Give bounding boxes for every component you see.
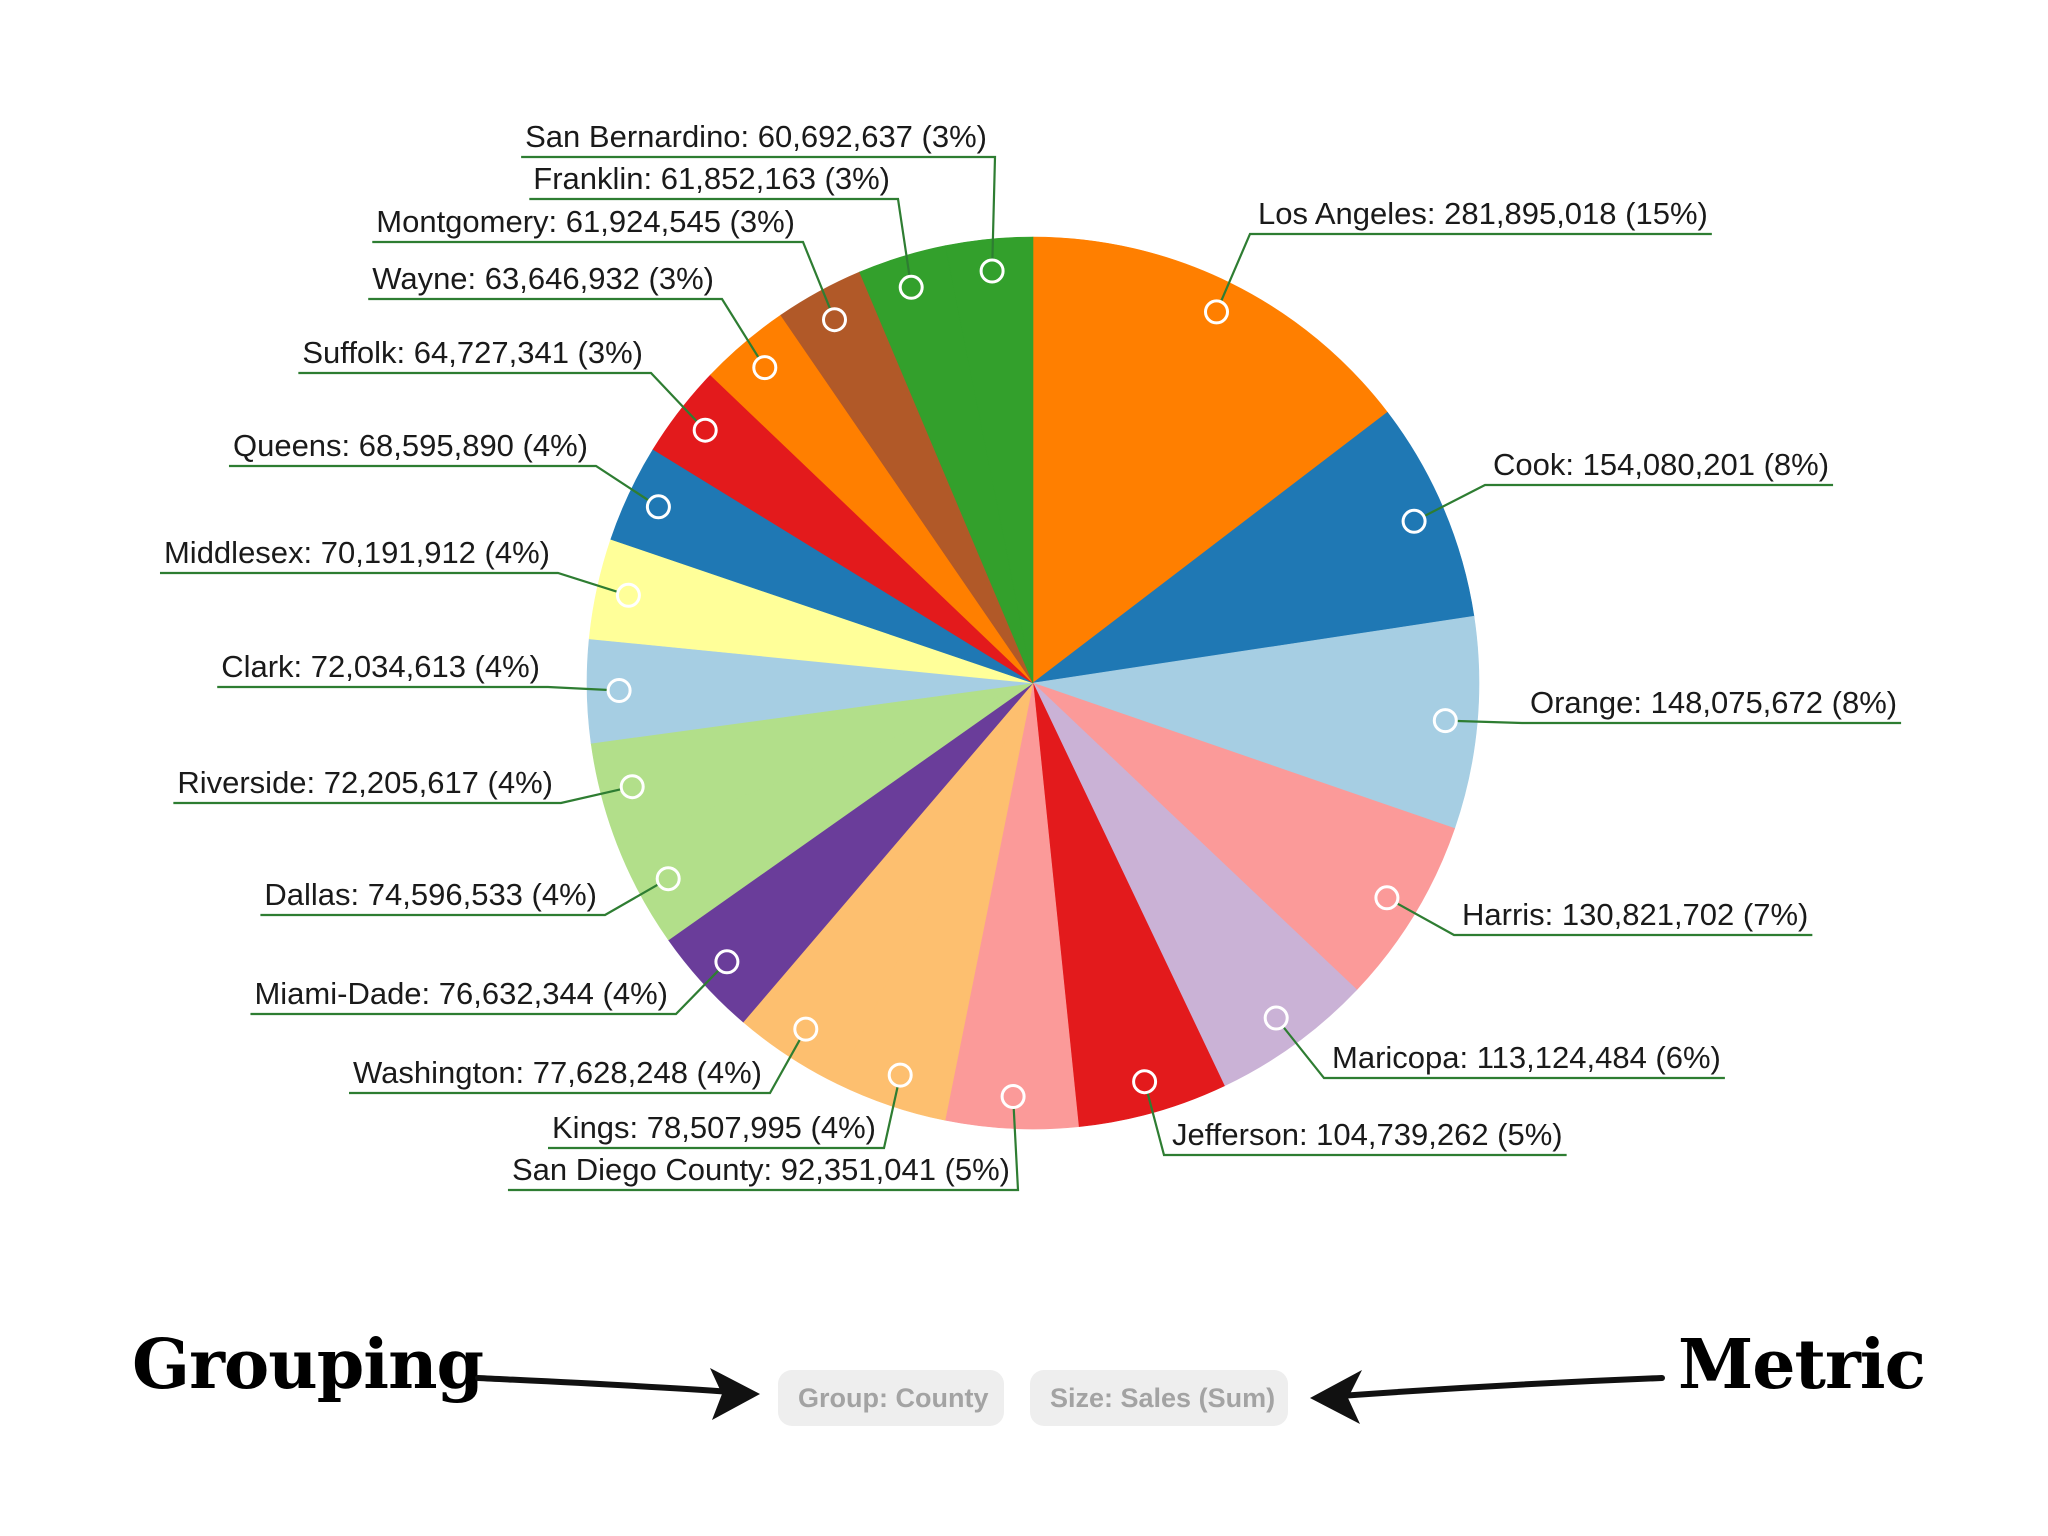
pie-slice-maricopa[interactable] <box>1032 682 1358 1087</box>
pie-slice-san-bernardino[interactable] <box>945 236 1034 684</box>
leader-line-clark <box>217 685 620 692</box>
slice-label-dallas: Dallas: 74,596,533 (4%) <box>264 877 597 912</box>
leader-line-riverside <box>173 785 633 805</box>
slice-label-miami-dade: Miami-Dade: 76,632,344 (4%) <box>254 976 668 1011</box>
leader-line-orange <box>1445 719 1902 725</box>
leader-line-cook <box>1413 483 1834 523</box>
slice-label-franklin: Franklin: 61,852,163 (3%) <box>533 161 890 196</box>
slice-marker-montgomery <box>822 307 847 333</box>
leader-line-queens <box>228 464 660 508</box>
slice-label-suffolk: Suffolk: 64,727,341 (3%) <box>302 335 643 370</box>
slice-marker-washington <box>793 1016 819 1042</box>
pie-slices <box>586 236 1480 1130</box>
slice-marker-san-bernardino <box>979 258 1005 284</box>
leader-line-suffolk <box>298 371 706 431</box>
slice-marker-clark <box>606 678 632 703</box>
leader-line-kings <box>548 1074 902 1150</box>
slice-labels: Los Angeles: 281,895,018 (15%) Cook: 154,… <box>164 119 1897 1187</box>
leader-line-dallas <box>260 877 669 917</box>
slice-label-clark: Clark: 72,034,613 (4%) <box>221 649 540 684</box>
slice-marker-dallas <box>655 866 681 892</box>
slice-label-maricopa: Maricopa: 113,124,484 (6%) <box>1332 1040 1721 1075</box>
slice-marker-miami-dade <box>714 949 740 975</box>
leader-line-franklin <box>529 197 913 288</box>
leader-line-los-angeles <box>1215 232 1712 313</box>
slice-marker-riverside <box>619 774 645 800</box>
leader-line-san-bernardino <box>521 155 997 272</box>
slice-label-riverside: Riverside: 72,205,617 (4%) <box>177 765 553 800</box>
slice-marker-harris <box>1374 885 1400 911</box>
slice-marker-cook <box>1401 508 1427 534</box>
leader-line-montgomery <box>372 240 836 321</box>
leader-lines <box>159 155 1902 1192</box>
slice-marker-queens <box>645 494 671 520</box>
leader-line-wayne <box>368 297 766 369</box>
slice-marker-orange <box>1432 708 1458 734</box>
slice-label-harris: Harris: 130,821,702 (7%) <box>1462 897 1808 932</box>
slice-marker-jefferson <box>1132 1069 1158 1095</box>
leader-line-miami-dade <box>250 961 728 1016</box>
pie-slice-los-angeles[interactable] <box>1032 236 1388 684</box>
slice-marker-maricopa <box>1263 1005 1289 1031</box>
slice-label-los-angeles: Los Angeles: 281,895,018 (15%) <box>1258 196 1708 231</box>
leader-line-middlesex <box>159 571 629 597</box>
leader-line-maricopa <box>1275 1017 1725 1080</box>
group-county-button[interactable]: Group: County <box>778 1370 1004 1426</box>
slice-marker-kings <box>887 1062 913 1088</box>
leader-line-harris <box>1386 896 1813 937</box>
metric-annotation: Metric <box>1678 1325 1926 1405</box>
metric-arrow-icon <box>1310 1370 1665 1424</box>
size-sales-sum-button[interactable]: Size: Sales (Sum) <box>1030 1370 1288 1426</box>
leader-line-jefferson <box>1143 1081 1567 1157</box>
slice-marker-franklin <box>898 274 924 300</box>
pie-slice-harris[interactable] <box>1032 682 1455 991</box>
pie-slice-cook[interactable] <box>1032 411 1475 684</box>
slice-label-montgomery: Montgomery: 61,924,545 (3%) <box>376 204 795 239</box>
slice-label-orange: Orange: 148,075,672 (8%) <box>1530 685 1897 720</box>
slice-label-san-diego-county: San Diego County: 92,351,041 (5%) <box>512 1152 1010 1187</box>
slice-marker-middlesex <box>615 582 641 608</box>
slice-label-washington: Washington: 77,628,248 (4%) <box>353 1055 762 1090</box>
slice-label-jefferson: Jefferson: 104,739,262 (5%) <box>1172 1117 1563 1152</box>
leader-line-washington <box>349 1028 807 1095</box>
slice-marker-suffolk <box>692 417 718 443</box>
pie-slice-orange[interactable] <box>1032 615 1480 829</box>
slice-label-cook: Cook: 154,080,201 (8%) <box>1493 447 1829 482</box>
grouping-annotation: Grouping <box>132 1325 484 1405</box>
slice-label-wayne: Wayne: 63,646,932 (3%) <box>372 261 714 296</box>
slice-label-middlesex: Middlesex: 70,191,912 (4%) <box>164 535 550 570</box>
leader-line-san-diego-county <box>507 1096 1020 1192</box>
slice-marker-los-angeles <box>1204 299 1229 325</box>
grouping-arrow-icon <box>475 1368 760 1420</box>
slice-label-kings: Kings: 78,507,995 (4%) <box>552 1110 876 1145</box>
slice-marker-san-diego-county <box>1000 1084 1026 1109</box>
slice-label-queens: Queens: 68,595,890 (4%) <box>233 428 588 463</box>
slice-label-san-bernardino: San Bernardino: 60,692,637 (3%) <box>525 119 987 154</box>
slice-marker-wayne <box>752 355 778 381</box>
